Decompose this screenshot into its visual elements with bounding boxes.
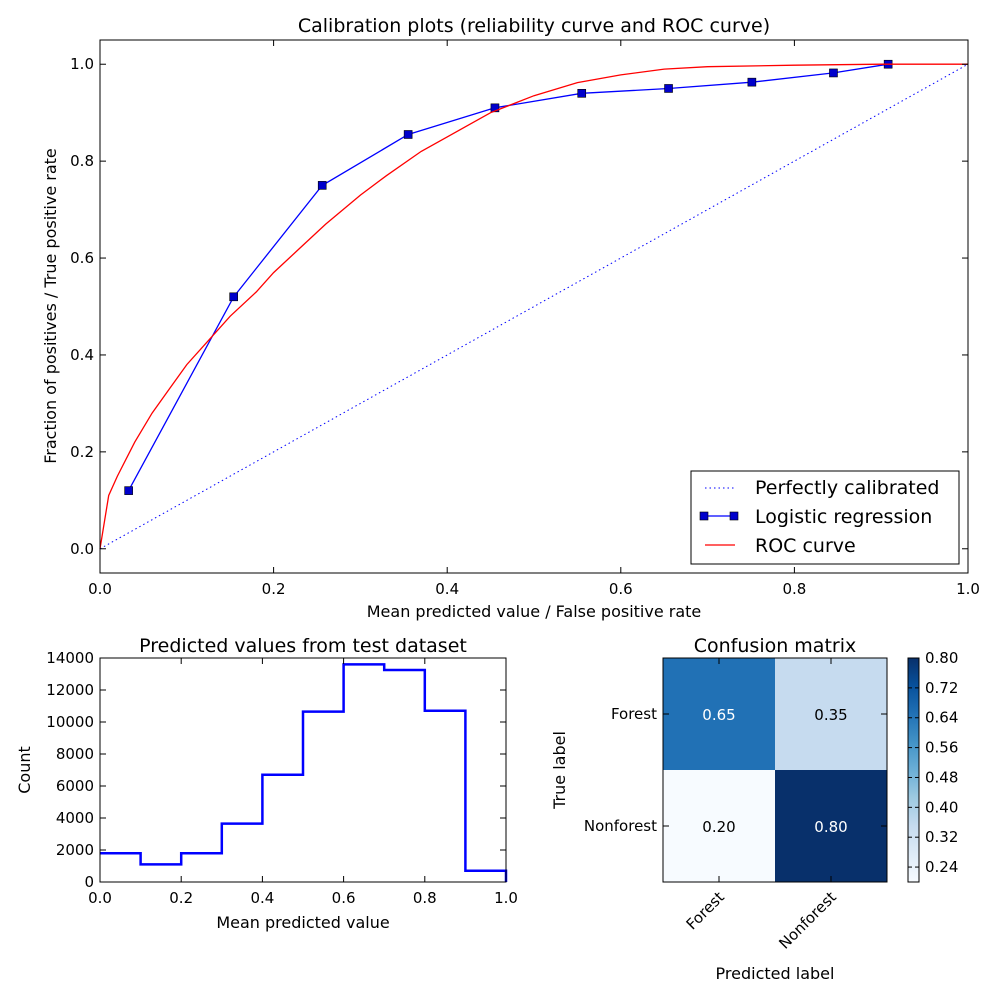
matrix-cell-value: 0.80 bbox=[814, 818, 847, 836]
histogram-frame bbox=[99, 657, 507, 883]
y-tick-label: 4000 bbox=[56, 809, 94, 827]
y-tick-label: 2000 bbox=[56, 841, 94, 859]
calibration-legend: Perfectly calibrated Logistic regression… bbox=[690, 470, 960, 565]
x-tick-label: 0.4 bbox=[435, 580, 459, 598]
y-tick-label: 0.4 bbox=[70, 346, 94, 364]
legend-marker-logistic-right bbox=[729, 511, 739, 521]
logistic-point bbox=[317, 181, 327, 190]
y-tick-label: 14000 bbox=[46, 649, 94, 667]
confusion-matrix-chart: Confusion matrix 0.65 0.35 0.20 0.80 Forest… bbox=[550, 635, 958, 983]
series-line-2 bbox=[99, 63, 968, 549]
matrix-cell bbox=[663, 770, 775, 882]
y-tick-label: 0.2 bbox=[70, 443, 94, 461]
colorbar-tick-label: 0.40 bbox=[925, 798, 958, 816]
confusion-ylabel: True label bbox=[550, 731, 569, 810]
confusion-matrix-cells: 0.65 0.35 0.20 0.80 bbox=[663, 658, 887, 882]
logistic-point bbox=[747, 77, 757, 87]
confusion-xlabel: Predicted label bbox=[716, 964, 835, 983]
histogram-xlabel: Mean predicted value bbox=[216, 913, 389, 932]
x-tick-label: 0.2 bbox=[262, 580, 286, 598]
calibration-plot-area bbox=[99, 59, 969, 550]
logistic-point bbox=[403, 130, 413, 139]
colorbar-tick-label: 0.32 bbox=[925, 828, 958, 846]
colorbar: 0.80 0.72 0.64 0.56 0.48 0.40 0.32 0.24 bbox=[907, 649, 958, 883]
logistic-point bbox=[829, 68, 838, 78]
x-tick-label: 1.0 bbox=[956, 580, 980, 598]
legend-label-roc: ROC curve bbox=[755, 535, 856, 557]
confusion-title: Confusion matrix bbox=[694, 635, 856, 657]
y-tick-label: 12000 bbox=[46, 681, 94, 699]
matrix-cell-value: 0.65 bbox=[702, 706, 735, 724]
colorbar-tick-label: 0.48 bbox=[925, 768, 958, 786]
calibration-xlabel: Mean predicted value / False positive ra… bbox=[367, 602, 702, 621]
matrix-cell-value: 0.20 bbox=[702, 818, 735, 836]
x-tick-label: 0.2 bbox=[169, 889, 193, 907]
y-tick-label: 0.6 bbox=[70, 249, 94, 267]
x-tick-label: 0.0 bbox=[88, 889, 112, 907]
logistic-point bbox=[664, 84, 673, 93]
histogram-axes: 0.0 0.2 0.4 0.6 0.8 1.0 0 2000 4000 6000 8000 10000… bbox=[46, 649, 518, 907]
colorbar-ticks: 0.80 0.72 0.64 0.56 0.48 0.40 0.32 0.24 bbox=[908, 649, 958, 876]
histogram-chart: Predicted values from test dataset 0.0 0.… bbox=[15, 635, 518, 932]
row-label: Forest bbox=[611, 705, 657, 723]
logistic-point bbox=[577, 89, 587, 98]
colorbar-tick-label: 0.24 bbox=[925, 858, 958, 876]
x-tick-label: 0.0 bbox=[88, 580, 112, 598]
y-tick-label: 0.0 bbox=[70, 540, 94, 558]
colorbar-tick-label: 0.56 bbox=[925, 739, 958, 757]
x-tick-label: 0.6 bbox=[332, 889, 356, 907]
histogram-plot-area bbox=[100, 663, 508, 882]
legend-label-logistic: Logistic regression bbox=[755, 506, 932, 528]
colorbar-gradient bbox=[907, 657, 920, 883]
x-tick-label: 0.6 bbox=[609, 580, 633, 598]
logistic-point bbox=[124, 486, 133, 495]
calibration-axes: 0.0 0.2 0.4 0.6 0.8 1.0 0.0 0.2 0.4 0.6 0.8 1.0 bbox=[70, 40, 980, 598]
calibration-chart: Calibration plots (reliability curve and… bbox=[41, 15, 980, 621]
calibration-ylabel: Fraction of positives / True positive ra… bbox=[41, 148, 60, 464]
x-tick-label: 1.0 bbox=[494, 889, 518, 907]
matrix-cell-value: 0.35 bbox=[814, 706, 847, 724]
series-line-1 bbox=[128, 63, 889, 491]
series-line-0 bbox=[99, 63, 969, 550]
x-tick-label: 0.8 bbox=[413, 889, 437, 907]
histogram-step-line bbox=[100, 663, 508, 882]
y-tick-label: 0.8 bbox=[70, 152, 94, 170]
x-tick-label: 0.4 bbox=[250, 889, 274, 907]
logistic-point bbox=[229, 292, 238, 302]
matrix-cell bbox=[775, 770, 887, 882]
legend-label-perfect: Perfectly calibrated bbox=[755, 477, 939, 499]
x-tick-label: 0.8 bbox=[782, 580, 806, 598]
confusion-frame bbox=[662, 657, 888, 883]
colorbar-tick-label: 0.80 bbox=[925, 649, 958, 667]
row-label: Nonforest bbox=[584, 817, 657, 835]
col-label: Nonforest bbox=[775, 888, 840, 953]
legend-marker-logistic-left bbox=[699, 511, 709, 521]
colorbar-tick-label: 0.72 bbox=[925, 679, 958, 697]
y-tick-label: 8000 bbox=[56, 745, 94, 763]
col-label: Forest bbox=[683, 888, 728, 933]
matrix-cell bbox=[663, 658, 775, 770]
y-tick-label: 1.0 bbox=[70, 55, 94, 73]
calibration-title: Calibration plots (reliability curve and… bbox=[298, 15, 770, 37]
logistic-point bbox=[490, 103, 500, 113]
histogram-ylabel: Count bbox=[15, 746, 34, 794]
histogram-title: Predicted values from test dataset bbox=[139, 635, 467, 657]
matrix-cell bbox=[775, 658, 887, 770]
y-tick-label: 0 bbox=[84, 873, 94, 891]
y-tick-label: 10000 bbox=[46, 713, 94, 731]
y-tick-label: 6000 bbox=[56, 777, 94, 795]
colorbar-tick-label: 0.64 bbox=[925, 709, 958, 727]
calibration-frame bbox=[99, 39, 969, 574]
